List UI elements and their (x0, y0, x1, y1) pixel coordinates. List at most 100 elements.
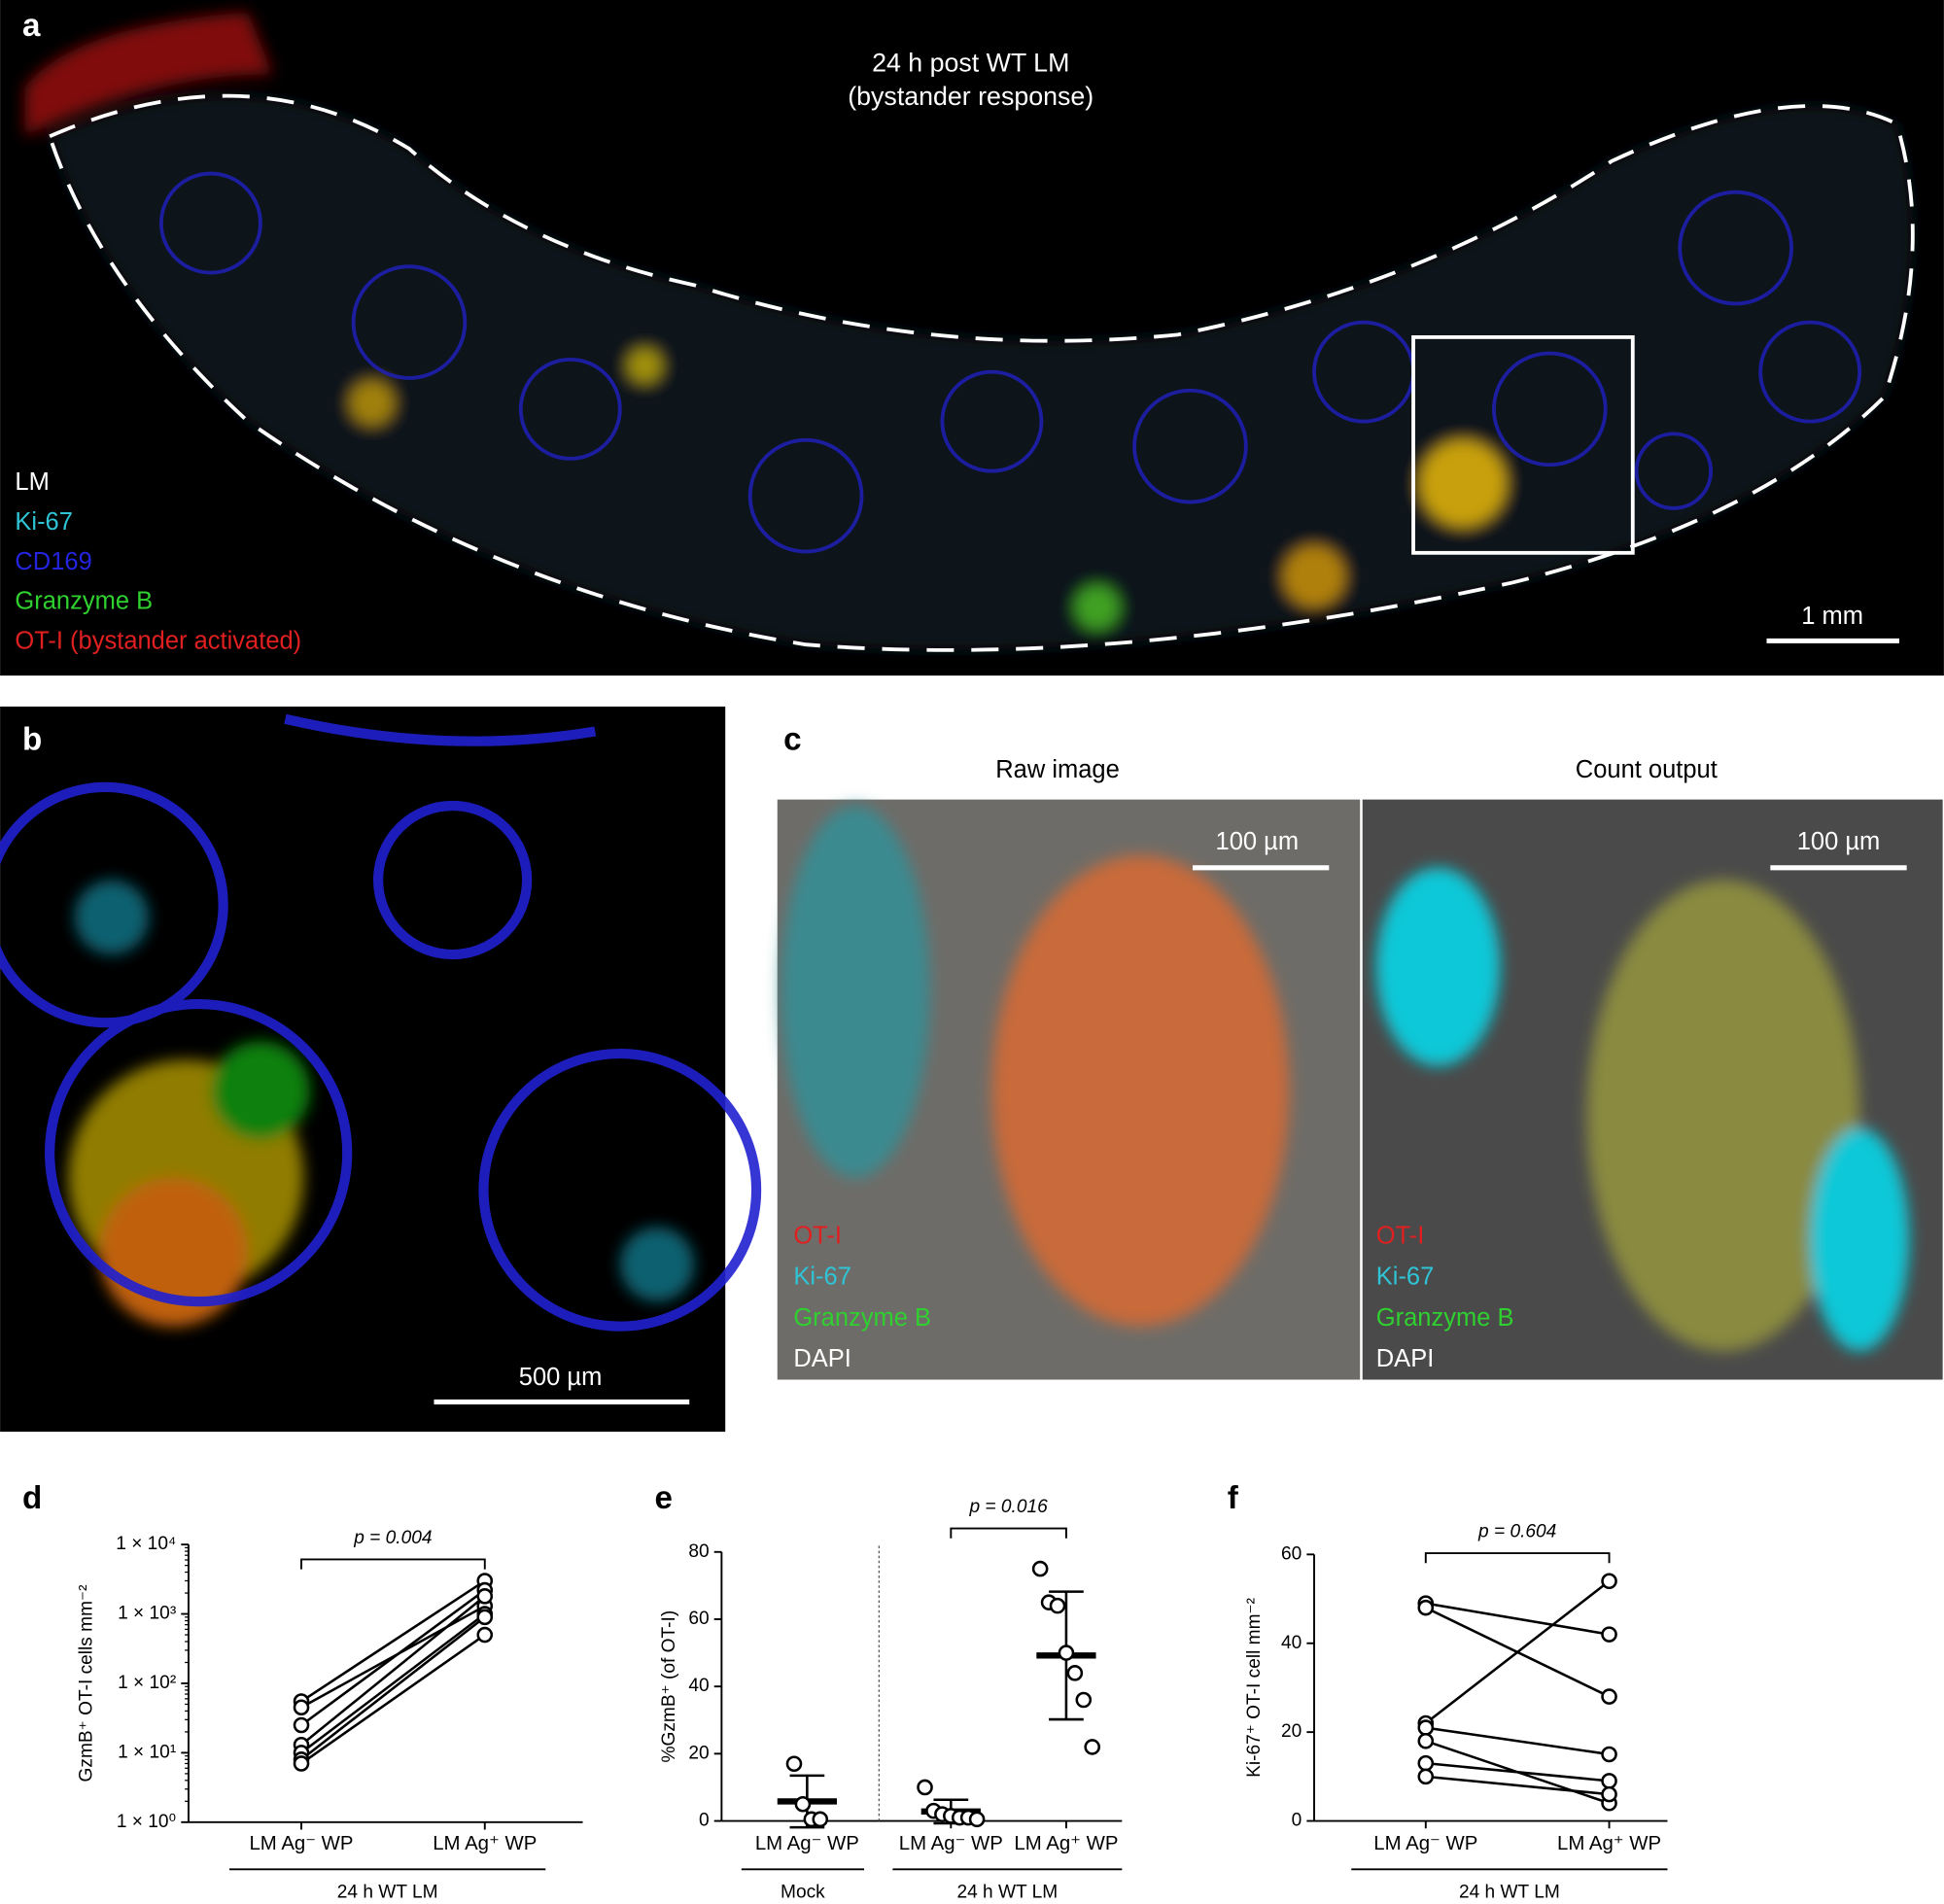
title: (bystander response) (848, 82, 1094, 111)
data-point (1417, 1768, 1435, 1785)
y-axis-label: %GzmB⁺ (of OT-I) (659, 1610, 679, 1763)
legend-entry: LM (15, 468, 49, 496)
pair-line (300, 1589, 486, 1727)
outline (47, 93, 1915, 652)
panel-label: d (22, 1480, 42, 1516)
pair-line (300, 1612, 486, 1754)
data-point (917, 1779, 933, 1796)
image-title: Raw image (995, 756, 1120, 783)
group-label: Mock (781, 1883, 825, 1903)
data-point (1601, 1746, 1617, 1763)
data-point (476, 1626, 494, 1644)
x-tick-label: LM Ag⁻ WP (755, 1833, 859, 1854)
scale-label: 1 mm (1801, 603, 1863, 630)
legend-entry: DAPI (793, 1345, 851, 1372)
data-point (1601, 1626, 1617, 1643)
panel-label: a (22, 8, 41, 44)
p-value: p = 0.604 (1477, 1521, 1556, 1541)
legend-entry: Granzyme B (15, 588, 153, 615)
y-tick-label: 0 (699, 1811, 710, 1831)
pair-line (1425, 1579, 1611, 1725)
data-point (1049, 1597, 1066, 1614)
data-point (1417, 1599, 1435, 1616)
significance-bracket (1424, 1552, 1611, 1564)
data-point (1601, 1785, 1617, 1803)
x-tick-label: LM Ag⁻ WP (899, 1833, 1003, 1854)
significance-bracket (950, 1527, 1067, 1539)
follicles-b (0, 713, 762, 1332)
follicles-a (158, 171, 1862, 554)
data-point (1075, 1691, 1093, 1709)
y-tick-label: 60 (688, 1609, 709, 1629)
legend-entry: Ki-67 (793, 1264, 851, 1291)
scale-label: 500 µm (519, 1364, 603, 1391)
data-point (785, 1755, 803, 1773)
data-point (1066, 1665, 1084, 1681)
y-tick-label: 0 (1292, 1811, 1302, 1831)
data-point (1058, 1644, 1075, 1661)
data-point (293, 1699, 310, 1716)
legend-entry: Granzyme B (1376, 1304, 1514, 1332)
data-point (1417, 1732, 1435, 1749)
x-tick-label: LM Ag⁻ WP (1373, 1833, 1477, 1854)
significance-bracket (300, 1558, 486, 1570)
legend-entry: DAPI (1376, 1345, 1435, 1372)
image-title: Count output (1576, 756, 1718, 783)
y-tick-label: 20 (1281, 1721, 1302, 1742)
y-axis-label: Ki-67⁺ OT-I cell mm⁻² (1244, 1598, 1265, 1778)
y-tick-label: 40 (1281, 1633, 1302, 1653)
title: 24 h post WT LM (872, 48, 1069, 77)
data-point (812, 1811, 829, 1828)
legend-entry: CD169 (15, 548, 91, 575)
scale-label: 100 µm (1797, 828, 1881, 855)
pair-line (1425, 1775, 1610, 1796)
pair-line (1425, 1761, 1610, 1783)
x-tick-label: LM Ag⁺ WP (1557, 1833, 1661, 1854)
group-label: 24 h WT LM (1459, 1883, 1560, 1903)
y-tick-label: 1 × 10⁴ (116, 1534, 176, 1554)
panel-label: c (783, 721, 801, 757)
x-tick-label: LM Ag⁺ WP (1014, 1833, 1118, 1854)
scale-label: 100 µm (1216, 828, 1300, 855)
pair-line (1425, 1726, 1610, 1756)
group-label: 24 h WT LM (956, 1883, 1058, 1903)
legend-entry: OT-I (1376, 1223, 1425, 1250)
legend-entry: OT-I (793, 1223, 842, 1250)
p-value: p = 0.016 (968, 1497, 1048, 1517)
data-point (1417, 1719, 1435, 1736)
group-label: 24 h WT LM (337, 1883, 438, 1903)
x-tick-label: LM Ag⁺ WP (433, 1833, 537, 1854)
y-tick-label: 1 × 10³ (118, 1604, 176, 1624)
panel-label: f (1228, 1480, 1239, 1516)
data-point (476, 1609, 494, 1626)
pair-line (300, 1579, 486, 1703)
legend-entry: OT-I (bystander activated) (15, 627, 301, 654)
y-tick-label: 40 (688, 1676, 709, 1696)
data-point (1601, 1688, 1617, 1705)
panel-label: e (655, 1480, 673, 1516)
y-tick-label: 80 (688, 1541, 709, 1562)
data-point (476, 1588, 494, 1605)
inset-box (1411, 334, 1635, 555)
data-point (293, 1755, 310, 1772)
data-point (968, 1811, 986, 1828)
legend-entry: Ki-67 (1376, 1264, 1435, 1291)
data-point (794, 1795, 812, 1813)
x-tick-label: LM Ag⁻ WP (249, 1833, 353, 1854)
data-point (1084, 1739, 1101, 1755)
legend-entry: Ki-67 (15, 508, 73, 536)
data-point (1031, 1560, 1049, 1577)
image-b (0, 706, 726, 1433)
y-tick-label: 1 × 10¹ (118, 1742, 176, 1762)
pair-line (300, 1615, 486, 1761)
data-point (1601, 1773, 1617, 1789)
y-tick-label: 1 × 10² (118, 1673, 176, 1693)
y-tick-label: 60 (1281, 1543, 1302, 1564)
tissue-c (781, 806, 1910, 1352)
pair-line (300, 1634, 486, 1765)
y-axis-label: GzmB⁺ OT-I cells mm⁻² (76, 1585, 96, 1783)
y-tick-label: 1 × 10⁰ (117, 1812, 176, 1832)
legend-entry: Granzyme B (793, 1304, 931, 1332)
data-point (1601, 1573, 1617, 1590)
